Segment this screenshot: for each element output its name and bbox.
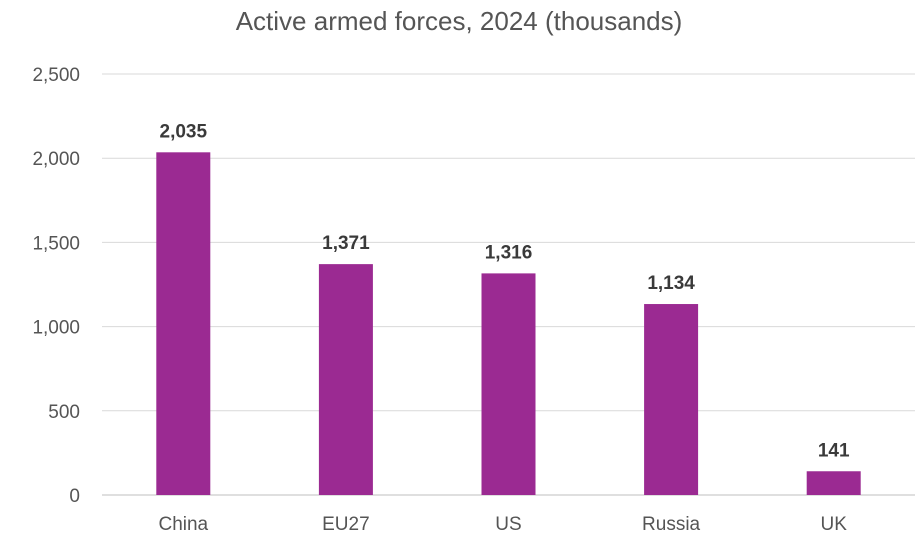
y-tick-label: 500 [48, 402, 80, 423]
bar [807, 471, 861, 495]
y-tick-label: 2,000 [32, 149, 80, 170]
x-tick-label: China [158, 514, 208, 535]
data-label: 1,371 [322, 233, 370, 254]
bar [644, 304, 698, 495]
bar [319, 264, 373, 495]
data-label: 2,035 [160, 121, 208, 142]
y-tick-label: 1,000 [32, 318, 80, 339]
x-tick-label: UK [820, 514, 847, 535]
y-tick-label: 2,500 [32, 65, 80, 86]
data-label: 1,316 [485, 242, 533, 263]
y-tick-label: 1,500 [32, 233, 80, 254]
bar [482, 273, 536, 495]
y-tick-label: 0 [69, 486, 80, 507]
x-tick-label: EU27 [322, 514, 370, 535]
x-tick-label: Russia [642, 514, 701, 535]
data-label: 1,134 [647, 273, 695, 294]
bar [156, 152, 210, 495]
data-label: 141 [818, 440, 850, 461]
x-tick-label: US [495, 514, 521, 535]
